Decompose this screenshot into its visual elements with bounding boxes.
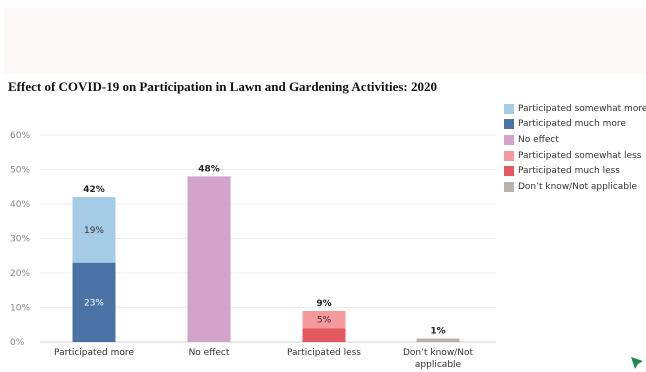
bar-segment: [72, 197, 116, 263]
bar-total-label: 48%: [198, 164, 220, 174]
legend-label: Participated much more: [518, 119, 626, 130]
y-tick-label: 0%: [10, 338, 25, 348]
bar-total-label: 1%: [430, 327, 445, 337]
x-category-label-line2: applicable: [415, 360, 462, 370]
y-tick-label: 10%: [10, 304, 30, 314]
segment-data-label: 5%: [317, 316, 332, 326]
y-tick-label: 40%: [10, 200, 30, 210]
legend-item: Participated much less: [504, 163, 646, 179]
legend-item: Participated much more: [504, 117, 646, 133]
legend-label: No effect: [518, 134, 559, 145]
y-tick-label: 20%: [10, 269, 30, 279]
chart-title: Effect of COVID-19 on Participation in L…: [8, 79, 437, 94]
legend-item: Don’t know/Not applicable: [504, 179, 646, 195]
legend-label: Participated somewhat more: [518, 103, 646, 114]
legend-label: Participated much less: [518, 166, 620, 177]
legend-label: Don’t know/Not applicable: [518, 181, 637, 192]
segment-data-label: 19%: [84, 226, 104, 236]
x-category-label: No effect: [189, 348, 230, 358]
legend-label: Participated somewhat less: [518, 150, 642, 161]
legend-swatch: [504, 150, 514, 161]
legend-item: No effect: [504, 132, 646, 148]
bar-segment: [302, 310, 346, 329]
bar-segment: [302, 328, 346, 342]
legend-item: Participated somewhat more: [504, 101, 646, 117]
y-tick-label: 30%: [10, 235, 30, 245]
x-category-label: Don’t know/Not: [403, 348, 473, 358]
bar-total-label: 42%: [83, 185, 105, 195]
x-category-label: Participated more: [54, 348, 134, 358]
legend-swatch: [504, 166, 514, 177]
segment-data-label: 23%: [84, 298, 104, 308]
bar-total-label: 9%: [316, 299, 331, 309]
legend-swatch: [504, 119, 514, 130]
x-category-label: Participated less: [287, 348, 361, 358]
legend-swatch: [504, 103, 514, 114]
corner-arrow-icon: [631, 357, 643, 369]
top-banner: [4, 8, 646, 74]
y-tick-label: 50%: [10, 166, 30, 176]
bar-segment: [187, 176, 231, 342]
legend-swatch: [504, 181, 514, 192]
legend-item: Participated somewhat less: [504, 148, 646, 164]
bar-segment: [416, 338, 460, 342]
y-tick-label: 60%: [10, 131, 30, 141]
chart-legend: Participated somewhat more Participated m…: [504, 101, 646, 195]
legend-swatch: [504, 134, 514, 145]
bar-segment: [72, 262, 116, 342]
